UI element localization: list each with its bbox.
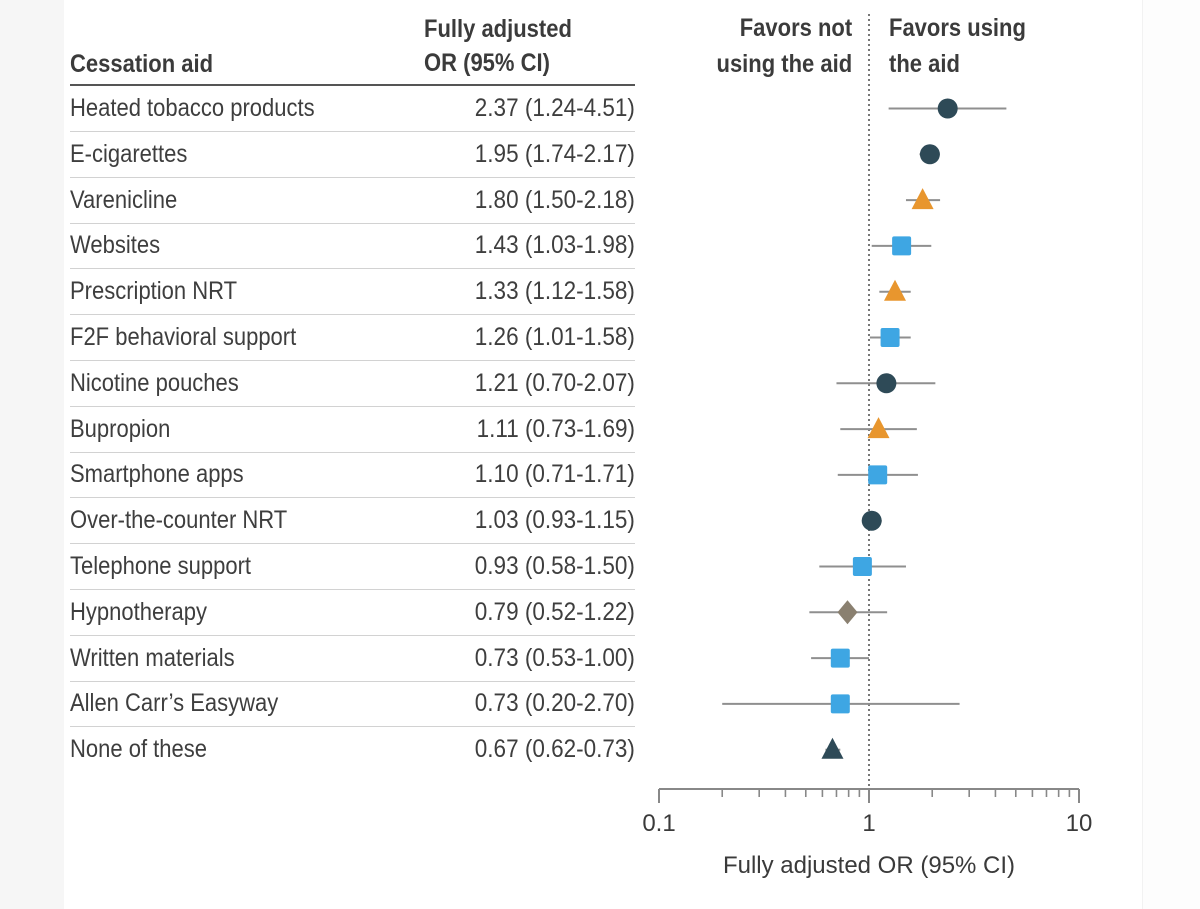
point-estimate-square (880, 328, 900, 347)
table-row: F2F behavioral support 1.26 (1.01-1.58) (70, 315, 635, 361)
table-row: Bupropion 1.11 (0.73-1.69) (70, 407, 635, 453)
table-row: Written materials 0.73 (0.53-1.00) (70, 636, 635, 682)
cessation-aid-label: Over-the-counter NRT (70, 506, 288, 535)
table-row: Varenicline 1.80 (1.50-2.18) (70, 178, 635, 224)
adjusted-or-value: 2.37 (1.24-4.51) (474, 94, 635, 122)
column-header-adjusted-or-line1: Fully adjusted (424, 15, 572, 43)
cessation-aid-label: Smartphone apps (70, 460, 244, 489)
adjusted-or-value: 1.11 (0.73-1.69) (476, 414, 635, 443)
point-estimate-circle (876, 373, 897, 394)
favors-not-using-line2: using the aid (716, 50, 852, 78)
adjusted-or-value: 0.79 (0.52-1.22) (474, 597, 635, 626)
header-divider (70, 84, 635, 86)
point-estimate-square (892, 236, 912, 256)
point-estimate-diamond (837, 600, 858, 625)
row-divider (70, 131, 635, 132)
point-estimate-circle (919, 144, 940, 165)
column-header-adjusted-or-line2: OR (95% CI) (424, 49, 550, 77)
point-estimate-triangle (821, 737, 844, 759)
table-row: Smartphone apps 1.10 (0.71-1.71) (70, 452, 635, 499)
x-axis-title: Fully adjusted OR (95% CI) (723, 852, 1015, 879)
row-divider (70, 451, 635, 453)
point-estimate-triangle (911, 188, 934, 210)
row-divider (70, 680, 635, 682)
favors-not-using-label: Favors not using the aid (716, 10, 852, 82)
right-page-margin (1142, 0, 1200, 909)
cessation-aid-label: Allen Carr’s Easyway (70, 689, 279, 718)
adjusted-or-value: 0.73 (0.20-2.70) (474, 689, 635, 718)
table-row: Over-the-counter NRT 1.03 (0.93-1.15) (70, 498, 635, 545)
adjusted-or-value: 1.33 (1.12-1.58) (474, 277, 635, 306)
x-axis-tick-label: 0.1 (642, 810, 675, 837)
cessation-aid-label: Heated tobacco products (70, 94, 315, 122)
cessation-aid-label: Prescription NRT (70, 277, 238, 306)
row-divider (70, 497, 635, 499)
adjusted-or-value: 1.80 (1.50-2.18) (474, 185, 635, 214)
cessation-aid-label: Varenicline (70, 185, 178, 214)
cessation-aid-label: Hypnotherapy (70, 597, 207, 626)
row-divider (70, 360, 635, 361)
row-divider (70, 405, 635, 407)
row-divider (70, 543, 635, 545)
row-divider (70, 314, 635, 316)
cessation-aid-label: Nicotine pouches (70, 368, 239, 397)
column-header-cessation-aid: Cessation aid (70, 50, 214, 78)
table-row: Nicotine pouches 1.21 (0.70-2.07) (70, 361, 635, 407)
point-estimate-triangle (867, 417, 890, 439)
table-row: Telephone support 0.93 (0.58-1.50) (70, 544, 635, 590)
adjusted-or-value: 1.95 (1.74-2.17) (474, 139, 635, 168)
left-page-margin (0, 0, 64, 909)
adjusted-or-value: 1.03 (0.93-1.15) (474, 506, 635, 535)
point-estimate-circle (937, 98, 958, 119)
favors-not-using-line1: Favors not (739, 14, 852, 42)
favors-using-label: Favors using the aid (889, 10, 1026, 82)
adjusted-or-value: 0.67 (0.62-0.73) (474, 735, 635, 764)
table-row: Allen Carr’s Easyway 0.73 (0.20-2.70) (70, 681, 635, 728)
row-divider (70, 268, 635, 270)
cessation-aid-label: F2F behavioral support (70, 323, 297, 351)
point-estimate-circle (861, 510, 882, 531)
table-row: Heated tobacco products 2.37 (1.24-4.51) (70, 86, 635, 132)
table-row: E-cigarettes 1.95 (1.74-2.17) (70, 132, 635, 178)
cessation-aid-label: Telephone support (70, 552, 252, 580)
favors-using-line2: the aid (889, 50, 960, 78)
row-divider (70, 634, 635, 636)
cessation-aid-label: Bupropion (70, 414, 171, 443)
cessation-aid-label: Written materials (70, 643, 235, 672)
cessation-aid-label: Websites (70, 231, 161, 260)
point-estimate-square (830, 694, 850, 714)
table-row: Prescription NRT 1.33 (1.12-1.58) (70, 269, 635, 316)
table-row: None of these 0.67 (0.62-0.73) (70, 727, 635, 773)
table-row: Hypnotherapy 0.79 (0.52-1.22) (70, 590, 635, 636)
adjusted-or-value: 0.73 (0.53-1.00) (474, 643, 635, 672)
adjusted-or-value: 1.21 (0.70-2.07) (474, 368, 635, 397)
table-row: Websites 1.43 (1.03-1.98) (70, 223, 635, 270)
point-estimate-triangle (884, 279, 907, 301)
column-header-adjusted-or: Fully adjusted OR (95% CI) (424, 12, 572, 80)
row-divider (70, 589, 635, 590)
point-estimate-square (852, 557, 872, 576)
row-divider (70, 222, 635, 224)
row-divider (70, 176, 635, 178)
cessation-aid-label: None of these (70, 735, 207, 764)
cessation-aid-label: E-cigarettes (70, 139, 188, 168)
adjusted-or-value: 1.43 (1.03-1.98) (474, 231, 635, 260)
adjusted-or-value: 1.10 (0.71-1.71) (474, 460, 635, 489)
x-axis-tick-label: 1 (862, 810, 875, 837)
adjusted-or-value: 0.93 (0.58-1.50) (474, 552, 635, 580)
favors-using-line1: Favors using (889, 14, 1026, 42)
point-estimate-square (868, 465, 888, 485)
x-axis-tick-label: 10 (1066, 810, 1093, 837)
point-estimate-square (830, 648, 850, 668)
adjusted-or-value: 1.26 (1.01-1.58) (474, 323, 635, 351)
row-divider (70, 726, 635, 728)
